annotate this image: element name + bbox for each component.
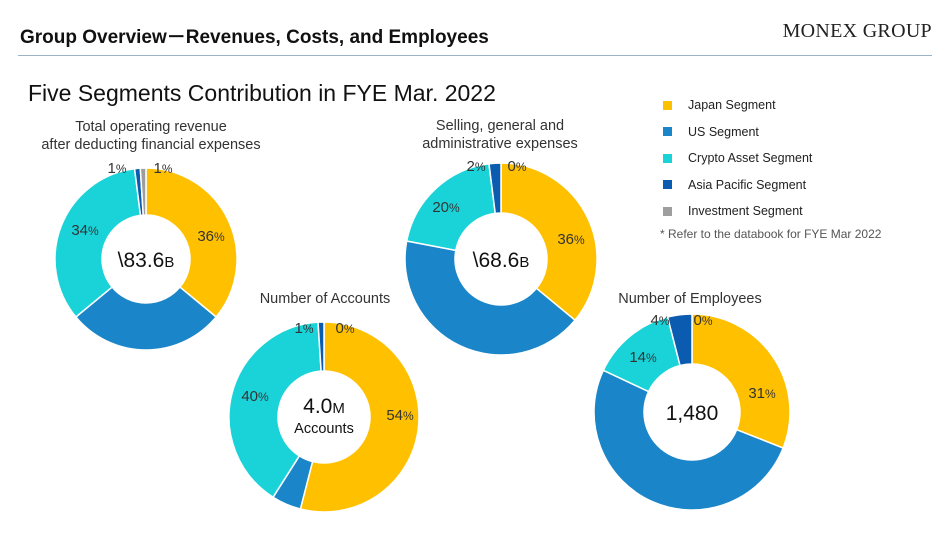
revenue-label-crypto: 34% xyxy=(71,222,99,239)
sga-label-crypto: 20% xyxy=(432,199,460,216)
legend-label-us: US Segment xyxy=(688,124,759,139)
legend-item-japan: Japan Segment xyxy=(663,92,812,119)
revenue-label-japan: 36% xyxy=(197,228,225,245)
employees-slice-japan xyxy=(691,313,791,450)
revenue-chart-title-line-1: Total operating revenue xyxy=(75,119,227,135)
sga-chart-title-line-2: administrative expenses xyxy=(422,136,578,152)
employees-slice-asia-pacific xyxy=(666,313,693,367)
sga-center-value: \68.6B xyxy=(473,249,530,272)
employees-label-japan: 31% xyxy=(748,385,776,402)
accounts-donut-chart: 54% 40% 1% 0% 4.0M Accounts xyxy=(228,320,420,513)
sga-chart-title: Selling, general and administrative expe… xyxy=(380,117,620,153)
sga-donut-chart: 36% 20% 2% 0% \68.6B xyxy=(404,158,598,356)
revenue-chart-title-line-2: after deducting financial expenses xyxy=(41,137,261,153)
legend-item-us: US Segment xyxy=(663,119,812,146)
employees-slice-us xyxy=(593,369,785,511)
accounts-center-subtitle: Accounts xyxy=(294,421,354,437)
legend-swatch-investment xyxy=(663,206,672,216)
accounts-center-value: 4.0M xyxy=(303,395,345,418)
legend-swatch-japan xyxy=(663,100,672,110)
employees-label-investment: 0% xyxy=(693,312,712,329)
sga-chart-title-line-1: Selling, general and xyxy=(435,118,565,134)
legend-swatch-us xyxy=(663,127,672,137)
accounts-label-investment: 0% xyxy=(335,320,354,337)
legend-label-asia-pacific: Asia Pacific Segment xyxy=(688,177,807,192)
legend-label-crypto: Crypto Asset Segment xyxy=(688,151,813,166)
revenue-slice-us xyxy=(74,285,218,351)
sga-label-japan: 36% xyxy=(557,231,585,248)
revenue-center-value: \83.6B xyxy=(118,249,175,272)
legend-swatch-crypto xyxy=(663,153,672,163)
accounts-label-crypto: 40% xyxy=(241,388,269,405)
revenue-donut-chart: 36% 34% 1% 1% \83.6B xyxy=(54,160,238,351)
revenue-chart-title: Total operating revenue after deducting … xyxy=(20,118,282,154)
revenue-slice-crypto xyxy=(54,167,142,319)
accounts-label-asia-pacific: 1% xyxy=(294,320,313,337)
legend-swatch-asia-pacific xyxy=(663,180,672,190)
accounts-slice-japan xyxy=(299,321,420,513)
accounts-label-japan: 54% xyxy=(386,407,414,424)
databook-note: * Refer to the databook for FYE Mar 2022 xyxy=(660,227,882,241)
header-divider xyxy=(18,55,932,56)
accounts-slice-crypto xyxy=(228,321,322,499)
employees-center-value: 1,480 xyxy=(666,402,719,425)
legend-label-investment: Investment Segment xyxy=(688,204,803,219)
legend-label-japan: Japan Segment xyxy=(688,98,776,113)
legend-item-asia-pacific: Asia Pacific Segment xyxy=(663,172,812,199)
sga-slice-us xyxy=(404,240,577,356)
accounts-slice-asia-pacific xyxy=(317,321,325,372)
brand-logo-text: MONEX GROUP xyxy=(782,20,932,42)
sga-label-investment: 0% xyxy=(507,158,526,175)
accounts-chart-title: Number of Accounts xyxy=(220,290,430,308)
revenue-slice-japan xyxy=(145,167,238,319)
employees-label-crypto: 14% xyxy=(629,349,657,366)
employees-chart-title: Number of Employees xyxy=(590,290,790,308)
employees-chart-title-line-1: Number of Employees xyxy=(618,291,762,307)
legend-item-crypto: Crypto Asset Segment xyxy=(663,145,812,172)
sga-label-asia-pacific: 2% xyxy=(466,158,485,175)
sga-slice-asia-pacific xyxy=(488,162,502,215)
page-header-title: Group Overview－Revenues, Costs, and Empl… xyxy=(20,27,489,48)
revenue-label-asia-pacific: 1% xyxy=(107,160,126,177)
accounts-chart-title-line-1: Number of Accounts xyxy=(259,291,391,307)
revenue-label-investment: 1% xyxy=(153,160,172,177)
legend: Japan Segment US Segment Crypto Asset Se… xyxy=(663,92,812,225)
sga-slice-japan xyxy=(500,162,598,322)
legend-item-investment: Investment Segment xyxy=(663,198,812,225)
revenue-slice-investment xyxy=(139,167,147,216)
employees-donut-chart: 31% 14% 4% 0% 1,480 xyxy=(593,312,791,511)
employees-label-asia-pacific: 4% xyxy=(650,312,669,329)
slide-subtitle: Five Segments Contribution in FYE Mar. 2… xyxy=(28,80,496,106)
